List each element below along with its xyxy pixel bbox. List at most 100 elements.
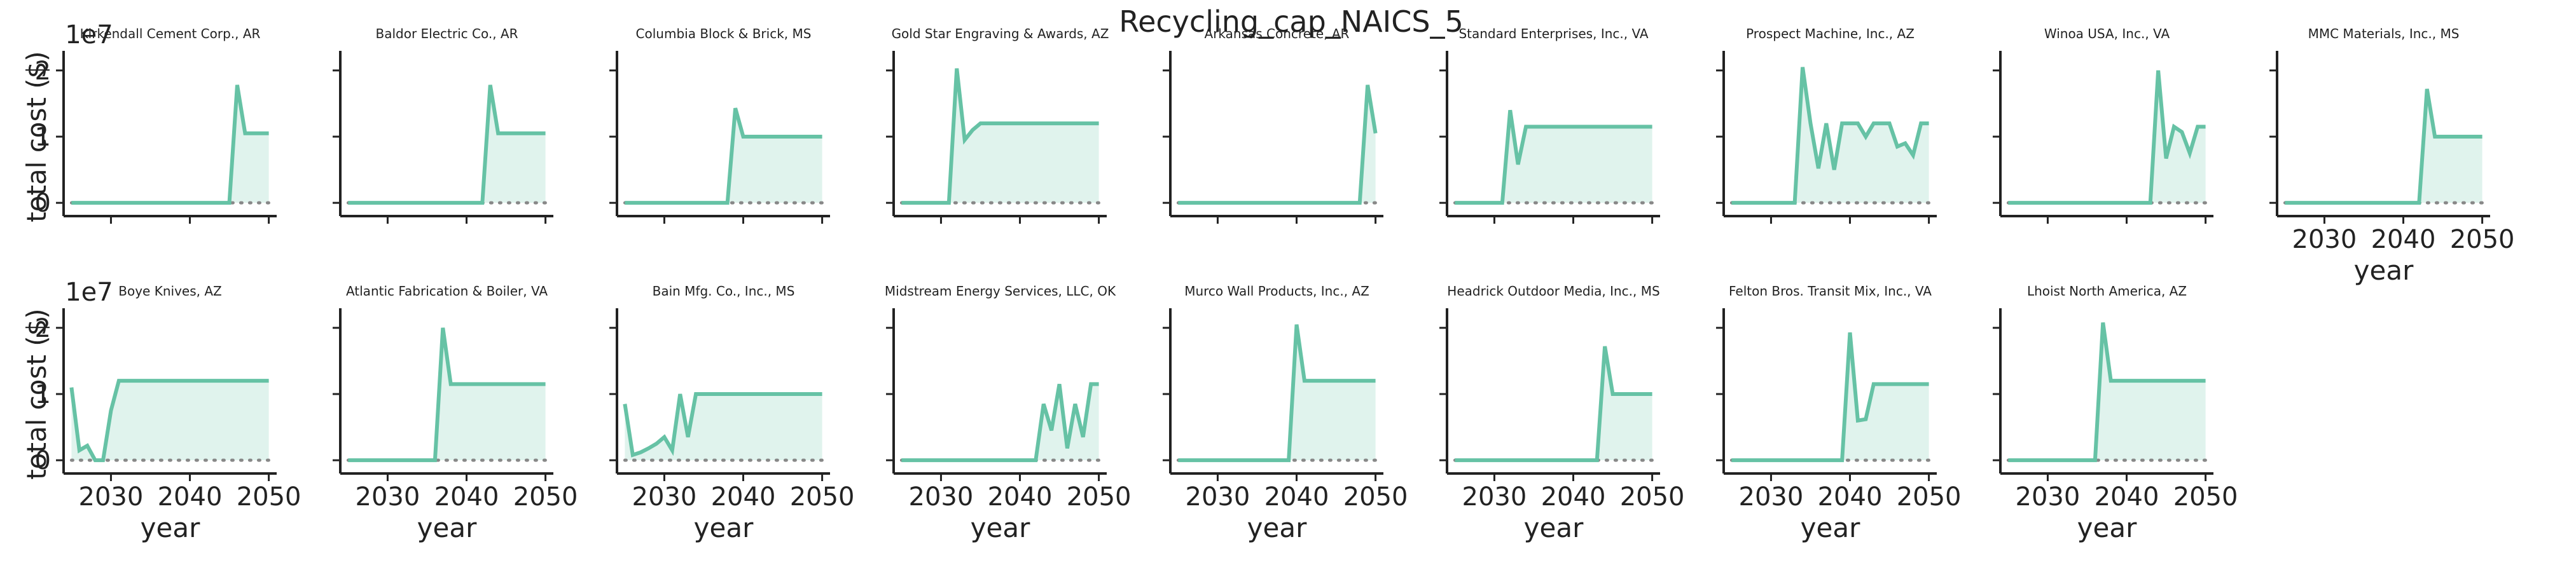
series-line [623,392,822,458]
data-point [1224,460,1226,461]
data-point [964,460,966,461]
data-point [1272,202,1274,204]
data-point [1731,202,1733,204]
y-tick-label: 1 [35,380,51,409]
area-fill [1178,324,1376,461]
data-point [1486,202,1488,204]
data-point [268,132,270,134]
data-point [1359,202,1361,204]
data-point [980,123,981,125]
subplot: Atlantic Fabrication & Boiler, VA 2030 204… [333,283,578,543]
subplot-title: MMC Materials, Inc., MS [2308,26,2460,41]
data-point [1747,202,1748,204]
subplot-title: Murco Wall Products, Inc., AZ [1184,283,1369,299]
data-point [1217,202,1219,204]
data-point [181,380,183,382]
data-point [1738,460,1740,461]
data-point [497,132,499,134]
data-point [1786,460,1788,461]
subplot: Headrick Outdoor Media, Inc., MS 2030 2040… [1439,283,1684,543]
data-point [2197,380,2199,382]
data-point [1327,202,1329,204]
data-point [244,132,246,134]
data-point [1525,460,1527,461]
data-point [1644,393,1645,395]
data-point [679,393,681,395]
data-point [940,460,942,461]
data-point [1612,126,1614,128]
data-point [695,202,697,204]
data-point [355,460,357,461]
data-point [1580,460,1582,461]
data-point [1233,460,1235,461]
data-point [1881,383,1883,385]
data-point [932,202,934,204]
data-point [789,136,791,138]
data-point [521,132,523,134]
x-axis-label: year [1247,512,1307,543]
x-tick-label: 2050 [1067,482,1132,512]
data-point [481,202,483,204]
data-point [1296,323,1298,325]
series-line [348,327,546,463]
subplot-title: Arkansas Concrete, AR [1205,26,1350,41]
data-point [1556,126,1558,128]
subplot-title: Kirkendall Cement Corp., AR [80,26,261,41]
series-line [69,379,269,463]
data-point [1549,126,1551,128]
data-point [157,202,159,204]
data-point [758,136,760,138]
subplot: Midstream Energy Services, LLC, OK 2030 20… [885,283,1132,543]
data-point [2331,202,2333,204]
data-point [2086,460,2088,461]
subplot: Baldor Electric Co., AR [333,26,553,224]
data-point [2157,69,2159,71]
subplot-title: Prospect Machine, Inc., AZ [1746,26,1915,41]
data-point [940,202,942,204]
data-point [2395,202,2397,204]
data-point [1035,123,1037,125]
data-point [1873,123,1874,125]
data-point [1747,460,1748,461]
data-point [1375,380,1376,382]
data-point [1042,123,1044,125]
data-point [1572,126,1574,128]
data-point [78,449,80,451]
subplot-title: Winoa USA, Inc., VA [2044,26,2170,41]
data-point [394,202,396,204]
data-point [1501,460,1503,461]
data-point [426,202,428,204]
data-point [1058,123,1060,125]
data-point [671,449,673,451]
series-line [1178,324,1376,463]
data-point [1580,126,1582,128]
x-tick-label: 2040 [988,482,1053,512]
data-point [917,202,918,204]
data-point [901,202,903,204]
subplot-title: Midstream Energy Services, LLC, OK [885,283,1116,299]
data-point [814,136,815,138]
data-point [1051,430,1053,432]
data-point [995,460,997,461]
data-point [1825,460,1827,461]
subplot-title: Baldor Electric Co., AR [375,26,518,41]
data-point [1833,460,1835,461]
data-point [371,202,373,204]
data-point [1565,460,1567,461]
data-point [2474,136,2476,138]
data-point [1635,393,1637,395]
subplot: Lhoist North America, AZ 2030 2040 2050 year [1993,283,2238,543]
data-point [735,107,737,109]
data-point [1351,202,1353,204]
data-point [252,380,254,382]
subplot: Winoa USA, Inc., VA [1993,26,2213,224]
data-point [2110,380,2112,382]
data-point [2142,202,2143,204]
data-point [774,136,776,138]
data-point [1849,332,1851,334]
subplot: Arkansas Concrete, AR [1163,26,1383,224]
data-point [1249,202,1250,204]
data-point [1920,123,1922,125]
data-point [1920,383,1922,385]
data-point [1288,460,1290,461]
